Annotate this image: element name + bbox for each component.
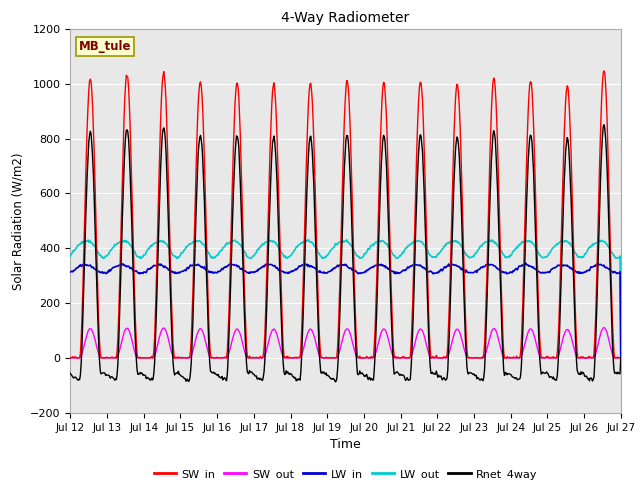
LW_in [189, 262, 196, 268]
LW_out [189, 239, 196, 245]
LW_in [133, 268, 141, 274]
LW_out [305, 237, 312, 242]
X-axis label: Time: Time [330, 438, 361, 451]
LW_in [77, 262, 84, 267]
SW_out [413, 332, 421, 337]
Rnet_4way [133, 366, 141, 372]
LW_in [522, 260, 530, 266]
SW_in [67, 355, 74, 360]
LW_out [133, 253, 141, 259]
LW_out [77, 241, 84, 247]
Rnet_4way [77, 372, 84, 378]
SW_out [67, 355, 75, 361]
LW_out [67, 253, 74, 259]
Line: LW_in: LW_in [70, 263, 621, 358]
SW_out [134, 355, 141, 360]
LW_in [429, 270, 436, 276]
LW_out [429, 254, 437, 260]
SW_in [219, 355, 227, 361]
Rnet_4way [600, 122, 608, 128]
LW_in [67, 269, 74, 275]
Rnet_4way [189, 319, 196, 324]
SW_out [219, 355, 227, 361]
SW_out [67, 355, 74, 361]
SW_out [429, 355, 437, 361]
LW_out [617, 355, 625, 361]
LW_out [218, 247, 226, 253]
LW_in [218, 265, 226, 271]
Line: Rnet_4way: Rnet_4way [70, 125, 621, 382]
LW_in [413, 262, 420, 268]
LW_in [617, 355, 625, 360]
Rnet_4way [218, 373, 226, 379]
Line: LW_out: LW_out [70, 240, 621, 358]
Line: SW_in: SW_in [70, 71, 621, 358]
SW_in [190, 259, 198, 264]
SW_in [413, 133, 421, 139]
Rnet_4way [413, 180, 421, 186]
SW_in [77, 337, 85, 343]
Rnet_4way [67, 371, 74, 376]
SW_in [617, 355, 625, 361]
SW_in [67, 355, 75, 361]
Line: SW_out: SW_out [70, 328, 621, 358]
SW_in [429, 354, 437, 360]
Rnet_4way [617, 355, 625, 360]
Rnet_4way [332, 379, 339, 384]
Legend: SW_in, SW_out, LW_in, LW_out, Rnet_4way: SW_in, SW_out, LW_in, LW_out, Rnet_4way [149, 465, 542, 480]
SW_out [190, 345, 198, 351]
SW_out [600, 325, 608, 331]
Text: MB_tule: MB_tule [79, 40, 131, 53]
Y-axis label: Solar Radiation (W/m2): Solar Radiation (W/m2) [12, 152, 24, 289]
SW_in [134, 355, 141, 361]
LW_out [413, 238, 421, 244]
SW_in [600, 68, 608, 74]
SW_out [617, 355, 625, 361]
SW_out [77, 353, 85, 359]
Title: 4-Way Radiometer: 4-Way Radiometer [282, 11, 410, 25]
Rnet_4way [429, 371, 437, 377]
